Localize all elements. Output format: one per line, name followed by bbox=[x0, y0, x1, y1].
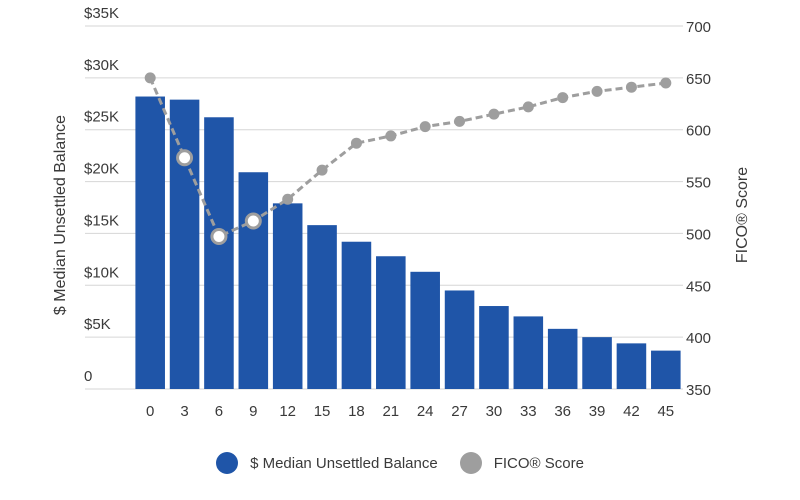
right-tick-label: 600 bbox=[686, 123, 711, 140]
legend-label-fico: FICO® Score bbox=[493, 454, 584, 472]
x-tick-label: 30 bbox=[486, 403, 503, 420]
fico-point bbox=[419, 121, 431, 133]
fico-point bbox=[660, 77, 672, 89]
bar bbox=[582, 337, 612, 389]
fico-point bbox=[454, 115, 466, 127]
x-tick-label: 21 bbox=[382, 403, 399, 420]
x-tick-label: 12 bbox=[279, 403, 296, 420]
x-tick-label: 18 bbox=[348, 403, 365, 420]
fico-point bbox=[488, 108, 500, 120]
bar bbox=[341, 241, 372, 389]
fico-point bbox=[625, 81, 637, 93]
bar bbox=[651, 350, 681, 389]
right-axis-ticks: 350 400 450 500 550 600 650 700 bbox=[686, 19, 711, 399]
left-axis-title: $ Median Unsettled Balance bbox=[52, 115, 69, 315]
right-tick-label: 550 bbox=[686, 175, 711, 192]
bar bbox=[169, 99, 200, 389]
bar bbox=[410, 271, 440, 389]
legend-item-fico: FICO® Score bbox=[459, 452, 584, 474]
fico-point bbox=[591, 85, 603, 97]
bar bbox=[204, 117, 234, 390]
bar bbox=[547, 328, 578, 389]
x-tick-label: 6 bbox=[215, 403, 223, 420]
fico-point bbox=[282, 193, 294, 205]
x-tick-label: 24 bbox=[417, 403, 434, 420]
bar bbox=[376, 256, 406, 389]
x-axis-ticks: 0 3 6 9 12 15 18 21 24 27 30 33 36 39 42 45 bbox=[146, 403, 674, 420]
legend-label-balance: $ Median Unsettled Balance bbox=[250, 454, 438, 472]
right-tick-label: 450 bbox=[686, 278, 711, 295]
fico-point bbox=[522, 101, 534, 113]
left-tick-label: $10K bbox=[84, 264, 119, 281]
bar-series bbox=[135, 96, 681, 390]
line-series bbox=[144, 72, 672, 246]
fico-point bbox=[350, 137, 362, 149]
left-tick-label: 0 bbox=[84, 368, 92, 385]
left-tick-label: $15K bbox=[84, 212, 119, 229]
fico-point bbox=[210, 228, 228, 246]
x-tick-label: 33 bbox=[520, 403, 537, 420]
legend-item-balance: $ Median Unsettled Balance bbox=[216, 452, 438, 474]
bar bbox=[307, 225, 337, 389]
left-tick-label: $5K bbox=[84, 316, 111, 333]
fico-line bbox=[148, 77, 666, 239]
x-tick-label: 39 bbox=[589, 403, 606, 420]
fico-point bbox=[176, 149, 194, 167]
x-tick-label: 15 bbox=[314, 403, 331, 420]
fico-point bbox=[144, 72, 156, 84]
bar bbox=[513, 316, 544, 389]
left-tick-label: $35K bbox=[84, 5, 119, 22]
legend-swatch-fico bbox=[459, 452, 482, 474]
fico-point bbox=[385, 130, 397, 142]
left-tick-label: $30K bbox=[84, 57, 119, 74]
fico-point bbox=[557, 92, 569, 104]
legend-swatch-balance bbox=[216, 452, 239, 474]
right-tick-label: 650 bbox=[686, 71, 711, 88]
bar bbox=[616, 343, 647, 389]
left-axis-ticks: 0 $5K $10K $15K $20K $25K $30K $35K bbox=[84, 5, 119, 385]
left-tick-label: $25K bbox=[84, 109, 119, 126]
x-tick-label: 9 bbox=[249, 403, 257, 420]
right-tick-label: 400 bbox=[686, 330, 711, 347]
x-tick-label: 3 bbox=[180, 403, 188, 420]
right-tick-label: 350 bbox=[686, 382, 711, 399]
x-tick-label: 45 bbox=[657, 403, 674, 420]
x-tick-label: 0 bbox=[146, 403, 154, 420]
right-axis-title: FICO® Score bbox=[734, 167, 751, 263]
x-tick-label: 27 bbox=[451, 403, 468, 420]
legend: $ Median Unsettled Balance FICO® Score bbox=[0, 452, 800, 474]
chart-area: 0$5K$10K$15K$20K$25K$30K$35K 35040045050… bbox=[52, 5, 751, 420]
bar bbox=[135, 96, 165, 390]
x-tick-label: 42 bbox=[623, 403, 640, 420]
right-tick-label: 700 bbox=[686, 19, 711, 36]
bar bbox=[238, 172, 269, 389]
fico-point bbox=[244, 212, 262, 230]
bar bbox=[479, 306, 509, 389]
right-tick-label: 500 bbox=[686, 226, 711, 243]
fico-point bbox=[316, 164, 328, 176]
bar bbox=[272, 203, 303, 389]
x-tick-label: 36 bbox=[554, 403, 571, 420]
bar bbox=[444, 290, 475, 389]
left-tick-label: $20K bbox=[84, 161, 119, 178]
